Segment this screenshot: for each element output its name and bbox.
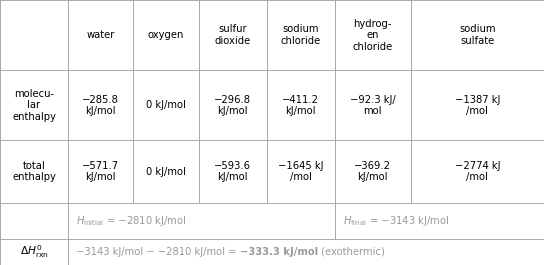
Text: total
enthalpy: total enthalpy (12, 161, 56, 182)
Text: (exothermic): (exothermic) (318, 247, 385, 257)
Text: −333.3 kJ/mol: −333.3 kJ/mol (240, 247, 318, 257)
Text: −296.8
kJ/mol: −296.8 kJ/mol (214, 95, 251, 116)
Text: −1387 kJ
/mol: −1387 kJ /mol (455, 95, 500, 116)
Text: −411.2
kJ/mol: −411.2 kJ/mol (282, 95, 319, 116)
Text: −571.7
kJ/mol: −571.7 kJ/mol (82, 161, 119, 182)
Text: −1645 kJ
/mol: −1645 kJ /mol (278, 161, 323, 182)
Text: 0 kJ/mol: 0 kJ/mol (146, 100, 186, 110)
Text: −3143 kJ/mol − −2810 kJ/mol =: −3143 kJ/mol − −2810 kJ/mol = (76, 247, 240, 257)
Text: $\mathit{H}_{\mathrm{final}}$ = −3143 kJ/mol: $\mathit{H}_{\mathrm{final}}$ = −3143 kJ… (343, 214, 449, 228)
Text: −92.3 kJ/
mol: −92.3 kJ/ mol (350, 95, 395, 116)
Text: −593.6
kJ/mol: −593.6 kJ/mol (214, 161, 251, 182)
Text: molecu-
lar
enthalpy: molecu- lar enthalpy (12, 89, 56, 122)
Text: −2774 kJ
/mol: −2774 kJ /mol (455, 161, 500, 182)
Text: 0 kJ/mol: 0 kJ/mol (146, 167, 186, 176)
Text: −369.2
kJ/mol: −369.2 kJ/mol (354, 161, 391, 182)
Text: sodium
sulfate: sodium sulfate (459, 24, 496, 46)
Text: −285.8
kJ/mol: −285.8 kJ/mol (82, 95, 119, 116)
Text: sodium
chloride: sodium chloride (281, 24, 320, 46)
Text: water: water (86, 30, 115, 40)
Text: $\mathit{H}_{\mathrm{initial}}$ = −2810 kJ/mol: $\mathit{H}_{\mathrm{initial}}$ = −2810 … (76, 214, 187, 228)
Text: $\Delta H^0_{\mathrm{rxn}}$: $\Delta H^0_{\mathrm{rxn}}$ (20, 243, 48, 260)
Text: hydrog-
en
chloride: hydrog- en chloride (353, 19, 393, 52)
Text: sulfur
dioxide: sulfur dioxide (214, 24, 251, 46)
Text: oxygen: oxygen (148, 30, 184, 40)
